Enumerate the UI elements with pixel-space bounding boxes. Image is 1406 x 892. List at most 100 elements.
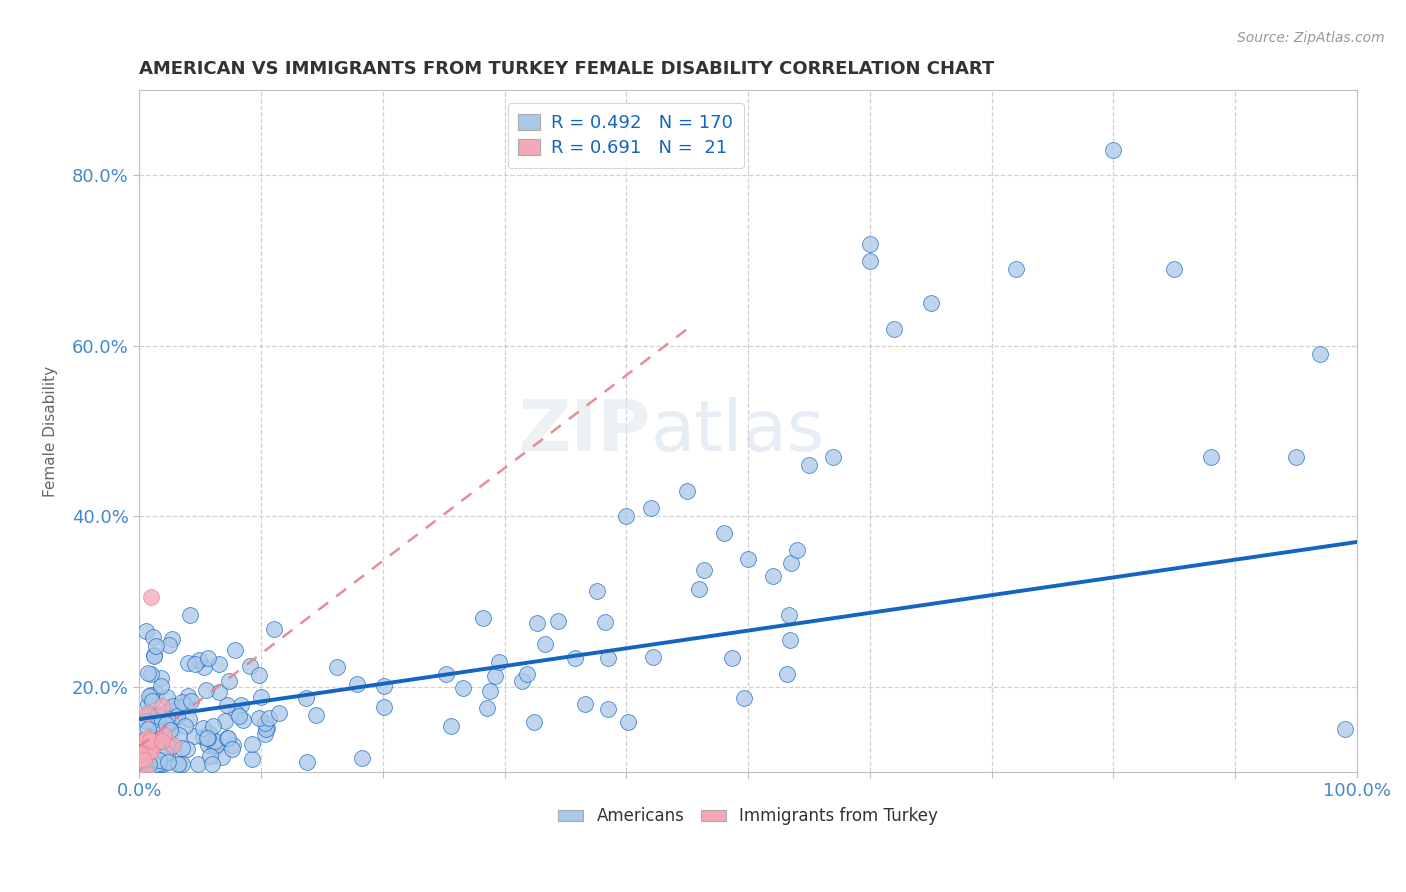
Point xyxy=(1199,450,1222,464)
Point xyxy=(1102,143,1125,157)
Point xyxy=(129,754,152,768)
Point xyxy=(201,756,224,771)
Point xyxy=(596,701,619,715)
Point xyxy=(191,730,214,744)
Point xyxy=(352,751,374,765)
Point xyxy=(733,690,755,705)
Point xyxy=(149,679,172,693)
Point xyxy=(132,779,155,793)
Point xyxy=(217,731,239,745)
Point xyxy=(231,698,253,713)
Point xyxy=(198,748,221,763)
Point xyxy=(598,651,620,665)
Point xyxy=(221,742,243,756)
Point xyxy=(139,749,162,764)
Point xyxy=(195,731,218,745)
Point xyxy=(1005,262,1028,277)
Point xyxy=(170,756,193,771)
Point xyxy=(693,563,716,577)
Point xyxy=(152,756,174,771)
Point xyxy=(157,715,180,730)
Point xyxy=(859,253,882,268)
Text: ZIP: ZIP xyxy=(519,397,651,466)
Point xyxy=(187,756,209,771)
Point xyxy=(128,773,150,788)
Point xyxy=(166,708,188,723)
Point xyxy=(617,714,640,729)
Text: Source: ZipAtlas.com: Source: ZipAtlas.com xyxy=(1237,31,1385,45)
Point xyxy=(135,624,157,639)
Point xyxy=(254,715,277,730)
Point xyxy=(208,657,231,671)
Point xyxy=(859,236,882,251)
Point xyxy=(141,694,163,708)
Point xyxy=(786,543,808,558)
Point xyxy=(250,690,273,704)
Point xyxy=(1333,723,1355,737)
Point xyxy=(510,674,533,689)
Point xyxy=(920,296,942,310)
Point xyxy=(225,706,247,720)
Point xyxy=(150,698,173,713)
Point xyxy=(593,615,616,630)
Point xyxy=(153,706,176,720)
Point xyxy=(177,712,200,726)
Point xyxy=(160,632,183,646)
Point xyxy=(214,714,236,728)
Point xyxy=(167,728,190,742)
Point xyxy=(162,698,184,713)
Point xyxy=(148,756,170,771)
Point xyxy=(156,690,179,705)
Point xyxy=(136,767,159,781)
Point xyxy=(131,747,153,762)
Point xyxy=(159,723,181,737)
Point xyxy=(150,734,173,748)
Point xyxy=(157,755,180,769)
Point xyxy=(166,756,188,771)
Point xyxy=(240,752,263,766)
Point xyxy=(1285,450,1308,464)
Point xyxy=(197,651,219,665)
Point xyxy=(643,650,665,665)
Point xyxy=(516,667,538,681)
Point xyxy=(145,639,167,653)
Point xyxy=(149,756,172,771)
Point xyxy=(150,671,173,685)
Point xyxy=(139,667,162,681)
Y-axis label: Female Disability: Female Disability xyxy=(44,366,58,497)
Point xyxy=(564,650,586,665)
Point xyxy=(141,688,163,702)
Point xyxy=(780,556,803,570)
Point xyxy=(139,715,162,730)
Point xyxy=(138,734,160,748)
Point xyxy=(737,552,759,566)
Point xyxy=(232,713,254,727)
Point xyxy=(128,747,150,761)
Point xyxy=(139,731,162,745)
Point xyxy=(797,458,820,473)
Point xyxy=(478,684,501,698)
Point xyxy=(526,616,548,631)
Point xyxy=(134,731,156,746)
Point xyxy=(160,739,183,753)
Point xyxy=(138,756,160,771)
Text: AMERICAN VS IMMIGRANTS FROM TURKEY FEMALE DISABILITY CORRELATION CHART: AMERICAN VS IMMIGRANTS FROM TURKEY FEMAL… xyxy=(139,60,994,78)
Point xyxy=(177,656,200,670)
Point xyxy=(263,622,285,636)
Point xyxy=(138,713,160,727)
Point xyxy=(472,611,495,625)
Point xyxy=(141,744,163,758)
Point xyxy=(167,756,190,771)
Point xyxy=(198,725,221,739)
Point xyxy=(688,582,710,596)
Point xyxy=(484,669,506,683)
Point xyxy=(183,729,205,743)
Point xyxy=(779,632,801,647)
Point xyxy=(477,701,499,715)
Point xyxy=(150,731,173,745)
Point xyxy=(170,741,193,756)
Point xyxy=(204,740,226,755)
Point xyxy=(136,665,159,680)
Point xyxy=(146,709,169,723)
Point xyxy=(222,738,245,752)
